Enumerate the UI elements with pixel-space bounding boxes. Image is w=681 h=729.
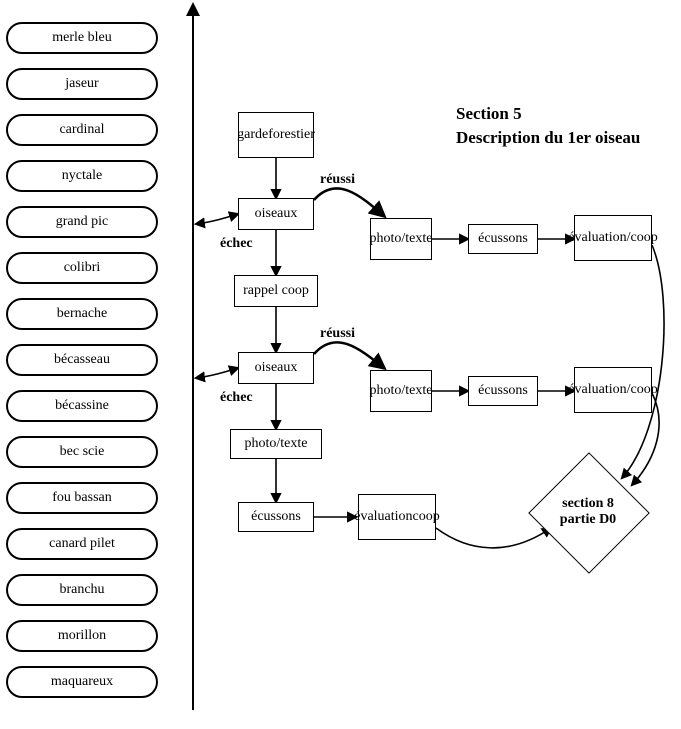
diamond-line2: partie D0 bbox=[560, 512, 616, 527]
box-evaluation-coop-1: évaluation/coop bbox=[574, 215, 652, 261]
label-echec-1: échec bbox=[220, 236, 253, 252]
box-photo-texte-bottom: photo/texte bbox=[230, 429, 322, 459]
box-evaluation-coop-2: évaluation/coop bbox=[574, 367, 652, 413]
box-garde-forestier: gardeforestier bbox=[238, 112, 314, 158]
pill-item: branchu bbox=[6, 574, 158, 606]
pill-label: bernache bbox=[57, 306, 108, 322]
pill-label: grand pic bbox=[56, 214, 108, 230]
pill-item: cardinal bbox=[6, 114, 158, 146]
box-photo-texte-2: photo/texte bbox=[370, 370, 432, 412]
pill-label: bécasseau bbox=[54, 352, 110, 368]
pill-label: bécassine bbox=[55, 398, 109, 414]
label-reussi-1: réussi bbox=[320, 172, 355, 188]
diamond-line1: section 8 bbox=[562, 496, 614, 511]
axis-line bbox=[192, 10, 194, 710]
pill-label: canard pilet bbox=[49, 536, 115, 552]
label-echec-2: échec bbox=[220, 390, 253, 406]
pill-item: jaseur bbox=[6, 68, 158, 100]
box-photo-texte-1: photo/texte bbox=[370, 218, 432, 260]
box-oiseaux-1: oiseaux bbox=[238, 198, 314, 230]
axis-arrowhead bbox=[186, 2, 200, 16]
pill-label: branchu bbox=[59, 582, 104, 598]
pill-label: fou bassan bbox=[52, 490, 112, 506]
pill-item: bécasseau bbox=[6, 344, 158, 376]
box-rappel-coop: rappel coop bbox=[234, 275, 318, 307]
pill-item: maquareux bbox=[6, 666, 158, 698]
pill-item: merle bleu bbox=[6, 22, 158, 54]
pill-label: bec scie bbox=[60, 444, 105, 460]
box-evaluation-coop-bottom: évaluationcoop bbox=[358, 494, 436, 540]
pill-item: colibri bbox=[6, 252, 158, 284]
pill-item: bécassine bbox=[6, 390, 158, 422]
box-ecussons-1: écussons bbox=[468, 224, 538, 254]
box-ecussons-bottom: écussons bbox=[238, 502, 314, 532]
box-ecussons-2: écussons bbox=[468, 376, 538, 406]
pill-label: morillon bbox=[58, 628, 106, 644]
diagram-canvas: Section 5 Description du 1er oiseau merl… bbox=[0, 0, 681, 729]
pill-item: morillon bbox=[6, 620, 158, 652]
label-reussi-2: réussi bbox=[320, 326, 355, 342]
pill-label: jaseur bbox=[65, 76, 98, 92]
pill-label: cardinal bbox=[59, 122, 104, 138]
diamond-label: section 8 partie D0 bbox=[533, 496, 643, 528]
heading-line2: Description du 1er oiseau bbox=[456, 126, 640, 150]
section-heading: Section 5 Description du 1er oiseau bbox=[456, 102, 640, 150]
pill-label: colibri bbox=[64, 260, 101, 276]
pill-label: nyctale bbox=[62, 168, 102, 184]
pill-item: bernache bbox=[6, 298, 158, 330]
pill-item: grand pic bbox=[6, 206, 158, 238]
heading-line1: Section 5 bbox=[456, 102, 640, 126]
pill-item: bec scie bbox=[6, 436, 158, 468]
pill-item: canard pilet bbox=[6, 528, 158, 560]
pill-item: nyctale bbox=[6, 160, 158, 192]
box-oiseaux-2: oiseaux bbox=[238, 352, 314, 384]
pill-item: fou bassan bbox=[6, 482, 158, 514]
pill-label: maquareux bbox=[51, 674, 113, 690]
pill-label: merle bleu bbox=[52, 30, 111, 46]
